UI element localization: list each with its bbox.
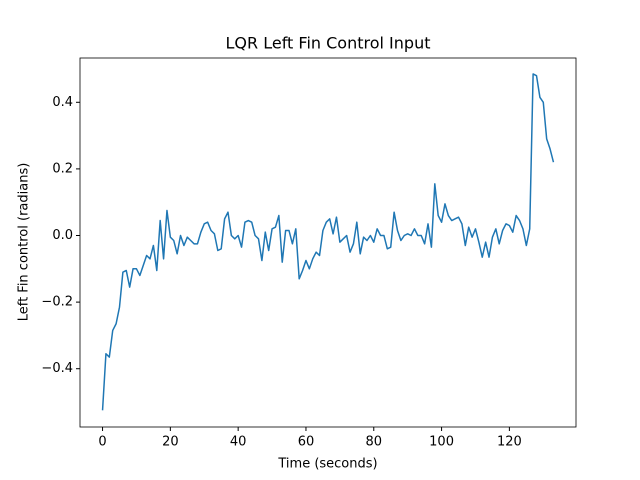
data-line [101,73,555,411]
x-tick-label: 120 [497,435,522,450]
x-axis-label: Time (seconds) [277,457,377,472]
x-tick-label: 60 [298,435,315,450]
y-tick-label: 0.0 [52,228,73,243]
y-tick-label: −0.4 [41,361,73,376]
y-axis-label: Left Fin control (radians) [17,163,32,322]
plot-frame [79,57,577,428]
y-tick-label: −0.2 [41,295,73,310]
y-tick-label: 0.2 [52,161,73,176]
chart-title: LQR Left Fin Control Input [226,34,431,53]
x-tick-label: 100 [429,435,454,450]
x-tick-label: 40 [230,435,247,450]
x-tick-label: 20 [162,435,179,450]
x-tick-label: 0 [98,435,106,450]
y-tick-label: 0.4 [52,95,73,110]
x-tick-label: 80 [365,435,382,450]
